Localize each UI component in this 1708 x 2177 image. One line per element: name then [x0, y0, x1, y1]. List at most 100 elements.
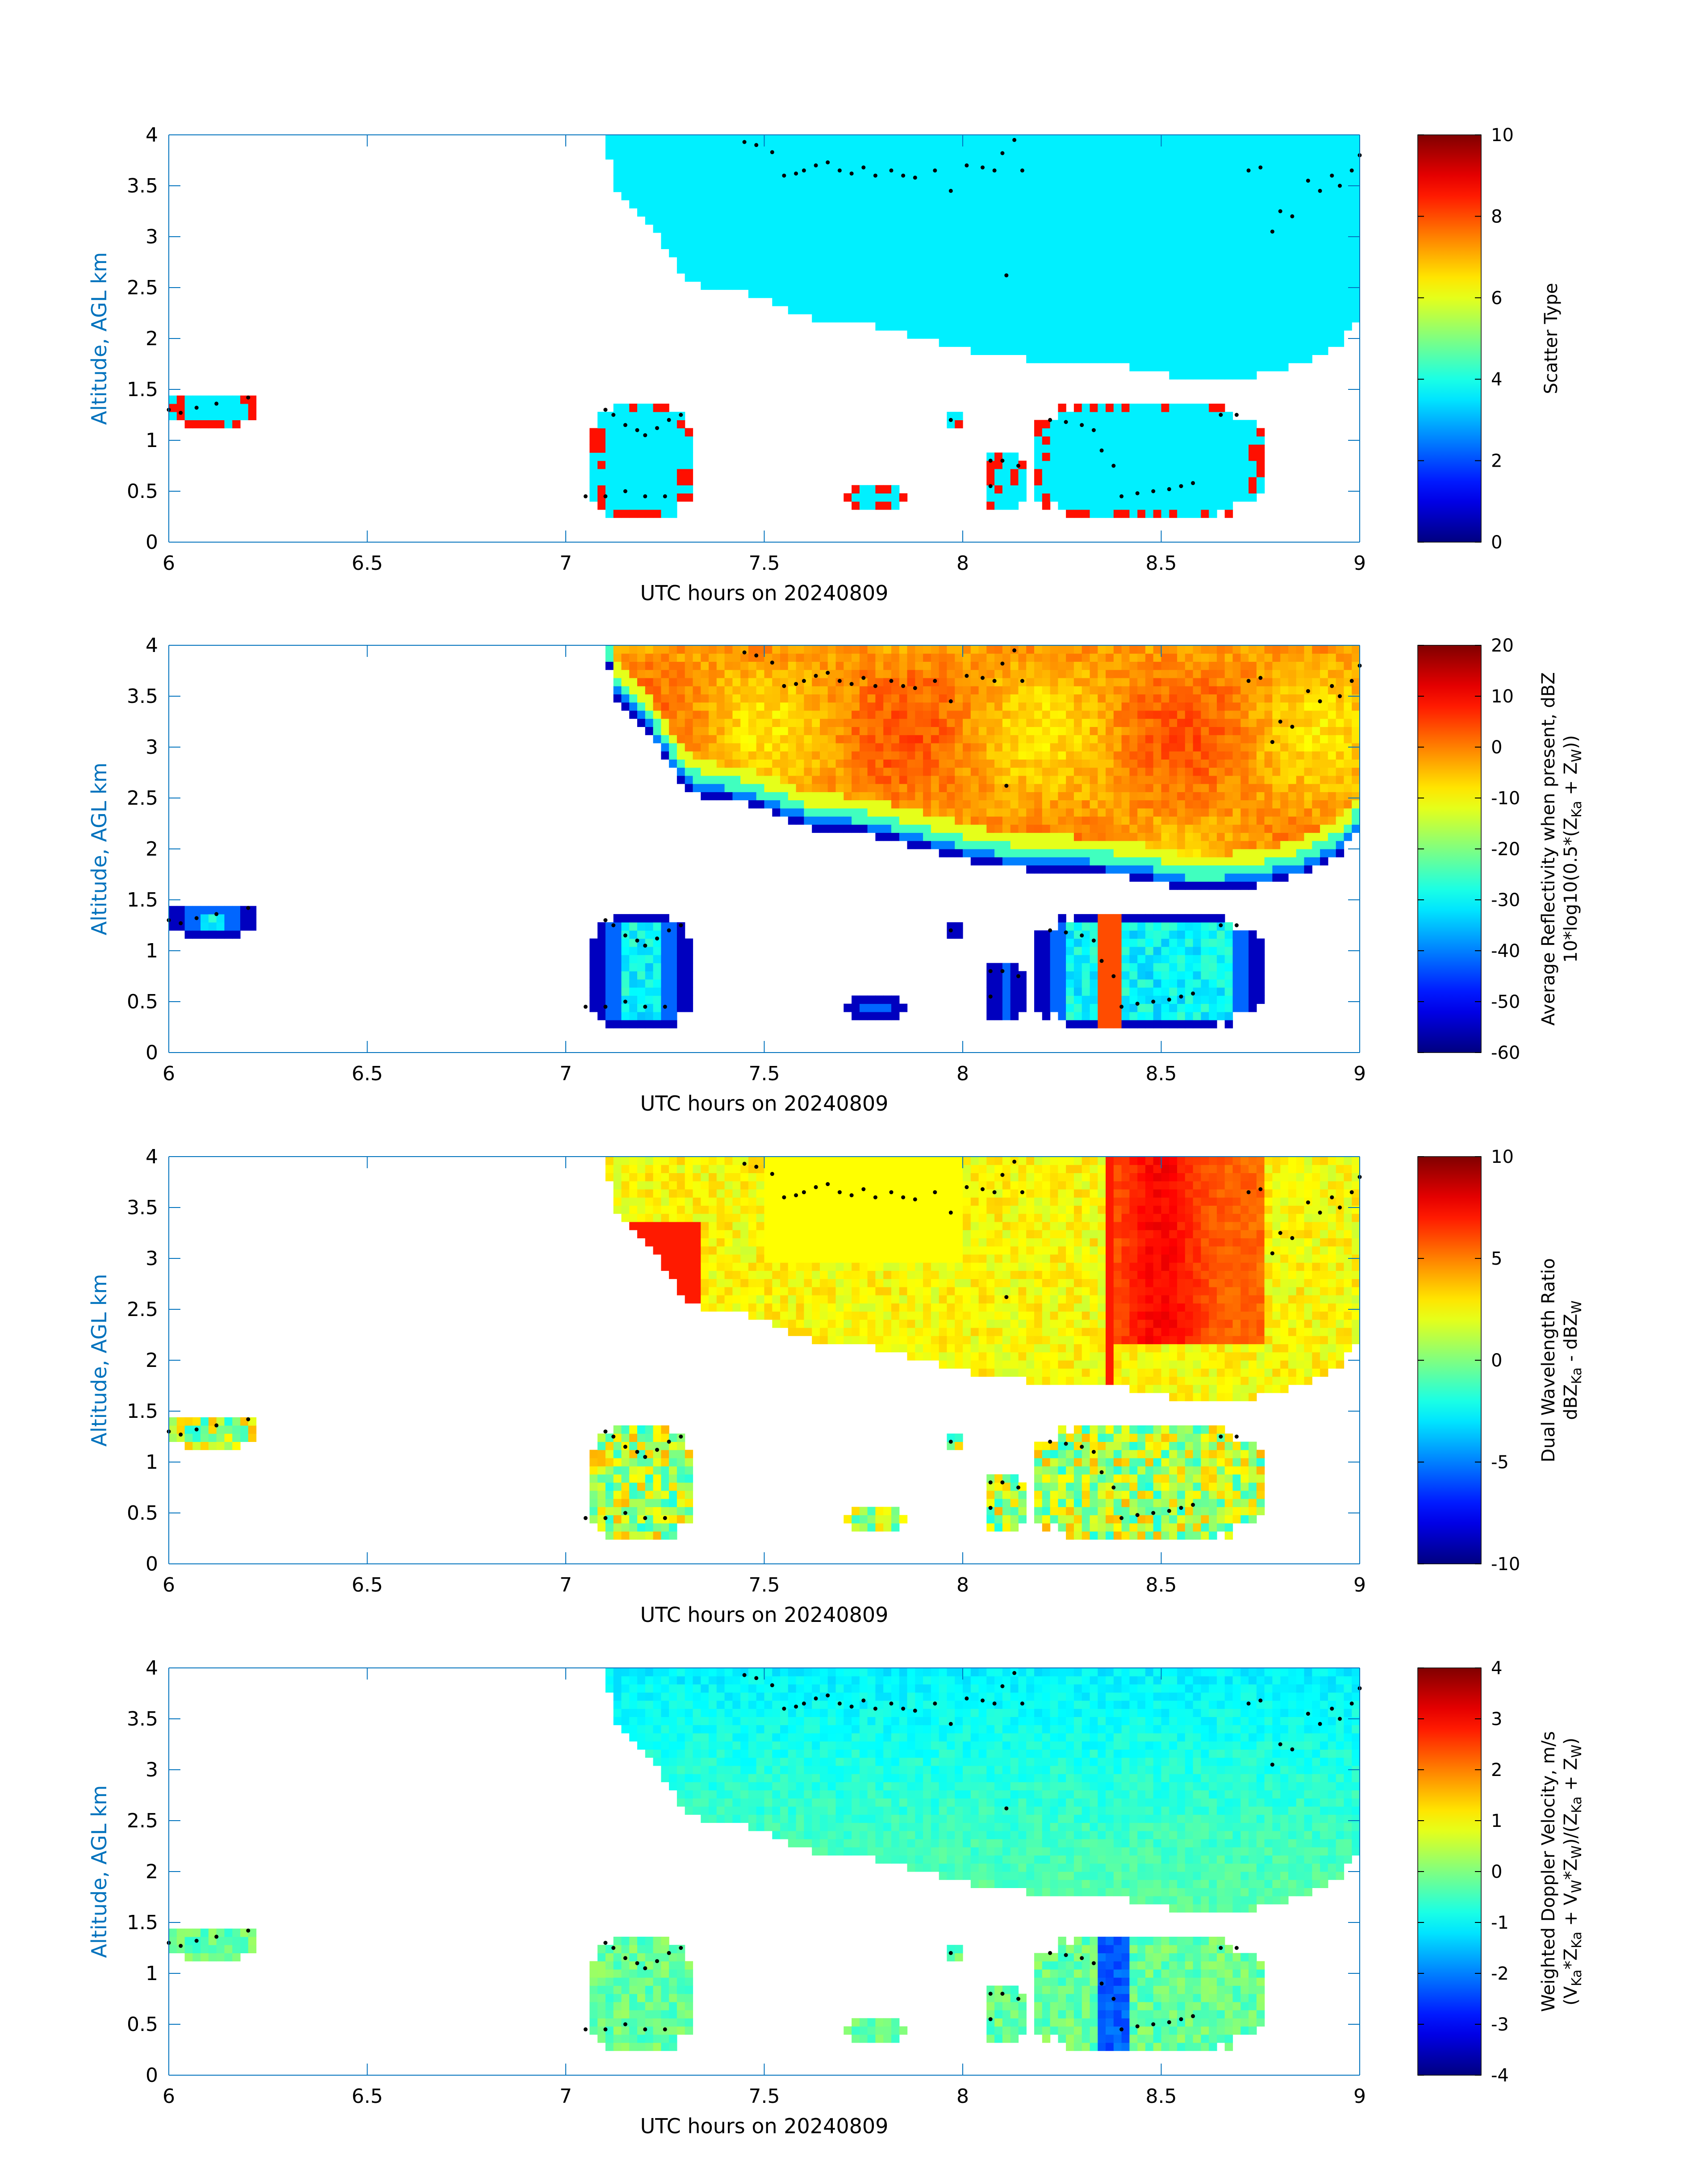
heatmap-cell [875, 493, 884, 502]
heatmap-cell [669, 208, 677, 217]
heatmap-cell [1113, 306, 1122, 314]
heatmap-cell [1106, 645, 1114, 654]
heatmap-cell [1034, 241, 1043, 249]
heatmap-cell [184, 930, 193, 939]
heatmap-cell [1336, 322, 1345, 331]
heatmap-cell [1050, 322, 1058, 331]
heatmap-cell [1082, 224, 1090, 233]
heatmap-cell [1113, 678, 1122, 686]
heatmap-cell [915, 727, 923, 735]
heatmap-cell [780, 224, 789, 233]
heatmap-cell [709, 645, 717, 654]
heatmap-cell [852, 653, 860, 662]
heatmap-cell [1082, 314, 1090, 323]
heatmap-cell [1249, 249, 1257, 258]
heatmap-cell [907, 759, 915, 768]
heatmap-cell [1073, 865, 1082, 874]
heatmap-cell [994, 808, 1003, 817]
heatmap-cell [1121, 412, 1130, 420]
heatmap-cell [867, 661, 876, 670]
heatmap-cell [1073, 428, 1082, 437]
heatmap-cell [1018, 669, 1027, 678]
heatmap-cell [685, 694, 693, 703]
heatmap-cell [1296, 184, 1305, 192]
heatmap-cell [1113, 832, 1122, 841]
heatmap-cell [788, 249, 797, 258]
heatmap-cell [1352, 297, 1360, 306]
heatmap-cell [939, 653, 948, 662]
heatmap-cell [1153, 403, 1162, 412]
heatmap-cell [1249, 289, 1257, 298]
heatmap-cell [1002, 653, 1011, 662]
heatmap-cell [883, 159, 892, 168]
heatmap-cell [1240, 355, 1249, 364]
heatmap-cell [1034, 297, 1043, 306]
heatmap-cell [963, 257, 971, 266]
heatmap-cell [1161, 306, 1169, 314]
heatmap-cell [748, 719, 757, 727]
heatmap-cell [915, 653, 923, 662]
heatmap-cell [709, 784, 717, 792]
heatmap-cell [1002, 963, 1011, 972]
heatmap-cell [883, 784, 892, 792]
heatmap-cell [764, 200, 773, 209]
heatmap-cell [1185, 420, 1194, 429]
heatmap-cell [788, 792, 797, 801]
heatmap-cell [1050, 857, 1058, 865]
heatmap-cell [1161, 297, 1169, 306]
heatmap-cell [1002, 767, 1011, 776]
heatmap-cell [1256, 477, 1265, 485]
heatmap-cell [661, 468, 669, 477]
heatmap-cell [1264, 330, 1273, 339]
heatmap-cell [780, 694, 789, 703]
heatmap-cell [970, 694, 979, 703]
heatmap-cell [1098, 922, 1106, 931]
heatmap-cell [1098, 249, 1106, 258]
heatmap-cell [1090, 971, 1098, 980]
x-tick-label: 9 [1353, 552, 1366, 575]
heatmap-cell [1201, 330, 1209, 339]
heatmap-cell [1224, 371, 1233, 380]
heatmap-cell [637, 1011, 646, 1020]
heatmap-cell [1224, 510, 1233, 518]
heatmap-cell [827, 694, 836, 703]
heatmap-cell [931, 808, 940, 817]
heatmap-cell [637, 914, 646, 923]
heatmap-cell [947, 143, 955, 151]
heatmap-cell [1066, 428, 1074, 437]
heatmap-cell [1344, 135, 1352, 143]
heatmap-cell [1161, 281, 1169, 290]
heatmap-cell [1010, 249, 1019, 258]
heatmap-cell [1169, 452, 1178, 461]
heatmap-cell [1010, 257, 1019, 266]
heatmap-cell [1002, 824, 1011, 833]
heatmap-cell [621, 979, 630, 988]
heatmap-cell [867, 493, 876, 502]
heatmap-cell [1042, 159, 1051, 168]
heatmap-cell [1328, 135, 1336, 143]
heatmap-cell [1002, 501, 1011, 510]
heatmap-cell [701, 661, 709, 670]
heatmap-cell [709, 224, 717, 233]
heatmap-cell [1288, 184, 1297, 192]
heatmap-cell [732, 775, 741, 784]
heatmap-cell [923, 832, 931, 841]
heatmap-cell [1010, 167, 1019, 176]
heatmap-cell [1328, 289, 1336, 298]
heatmap-cell [796, 273, 804, 282]
heatmap-cell [804, 159, 812, 168]
heatmap-cell [629, 412, 638, 420]
heatmap-cell [1209, 273, 1217, 282]
heatmap-cell [709, 159, 717, 168]
heatmap-cell [804, 175, 812, 184]
heatmap-cell [1058, 232, 1066, 241]
heatmap-cell [661, 184, 669, 192]
heatmap-cell [1232, 281, 1241, 290]
heatmap-cell [1240, 257, 1249, 266]
heatmap-cell [1113, 857, 1122, 865]
data-marker [667, 418, 671, 422]
heatmap-cell [1098, 468, 1106, 477]
heatmap-cell [1098, 653, 1106, 662]
heatmap-cell [986, 710, 995, 719]
heatmap-cell [709, 727, 717, 735]
